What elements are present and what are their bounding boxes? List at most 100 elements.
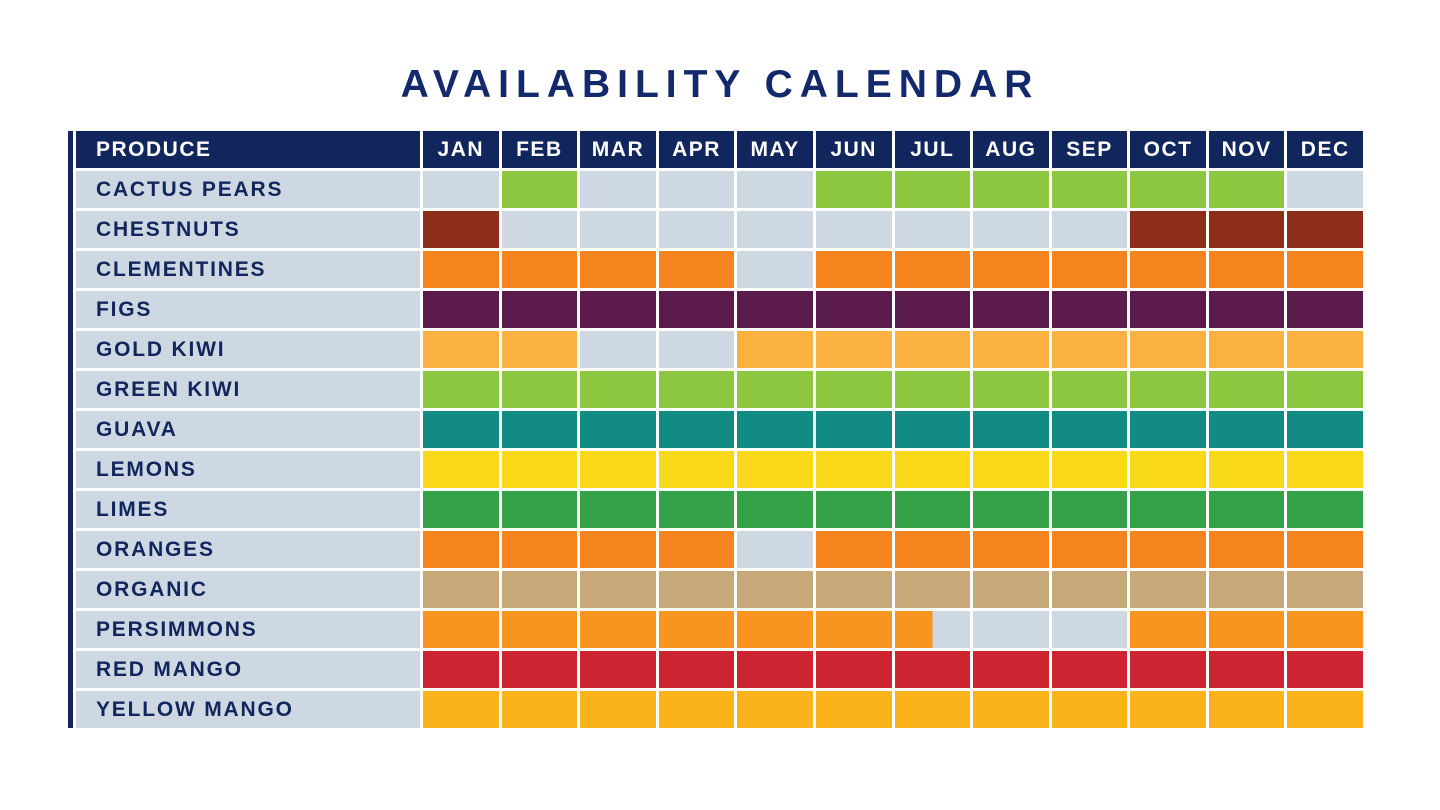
- cell-gold-kiwi-may: [737, 331, 813, 368]
- row-label-organic: ORGANIC: [76, 571, 420, 608]
- cell-lemons-may: [737, 451, 813, 488]
- cell-lemons-apr: [658, 451, 735, 488]
- cell-persimmons-aug: [973, 611, 1049, 648]
- cell-figs-apr: [658, 291, 735, 328]
- header-month-mar: MAR: [580, 131, 656, 168]
- header-month-may: MAY: [737, 131, 813, 168]
- cell-lemons-nov: [1208, 451, 1285, 488]
- cell-guava-jan: [423, 411, 499, 448]
- header-month-sep: SEP: [1051, 131, 1128, 168]
- cell-oranges-feb: [501, 531, 578, 568]
- cell-oranges-nov: [1208, 531, 1285, 568]
- cell-yellow-mango-apr: [658, 691, 735, 728]
- cell-lemons-feb: [501, 451, 578, 488]
- cell-cactus-pears-mar: [580, 171, 656, 208]
- cell-cactus-pears-feb: [501, 171, 578, 208]
- cell-oranges-dec: [1287, 531, 1363, 568]
- cell-clementines-mar: [580, 251, 656, 288]
- cell-gold-kiwi-jul: [894, 331, 971, 368]
- cell-yellow-mango-may: [737, 691, 813, 728]
- cell-organic-jan: [423, 571, 499, 608]
- row-label-persimmons: PERSIMMONS: [76, 611, 420, 648]
- cell-guava-dec: [1287, 411, 1363, 448]
- cell-gold-kiwi-feb: [501, 331, 578, 368]
- cell-organic-mar: [580, 571, 656, 608]
- cell-guava-feb: [501, 411, 578, 448]
- cell-organic-jun: [815, 571, 892, 608]
- cell-chestnuts-sep: [1051, 211, 1128, 248]
- cell-figs-may: [737, 291, 813, 328]
- cell-organic-may: [737, 571, 813, 608]
- header-produce-cell: PRODUCE: [76, 131, 420, 168]
- cell-chestnuts-feb: [501, 211, 578, 248]
- cell-guava-oct: [1130, 411, 1206, 448]
- cell-lemons-dec: [1287, 451, 1363, 488]
- cell-clementines-aug: [973, 251, 1049, 288]
- cell-clementines-feb: [501, 251, 578, 288]
- cell-persimmons-oct: [1130, 611, 1206, 648]
- cell-oranges-apr: [658, 531, 735, 568]
- cell-figs-dec: [1287, 291, 1363, 328]
- cell-persimmons-jul: [894, 611, 971, 648]
- cell-chestnuts-nov: [1208, 211, 1285, 248]
- row-label-yellow-mango: YELLOW MANGO: [76, 691, 420, 728]
- cell-persimmons-jun: [815, 611, 892, 648]
- cell-cactus-pears-dec: [1287, 171, 1363, 208]
- cell-yellow-mango-jun: [815, 691, 892, 728]
- cell-limes-dec: [1287, 491, 1363, 528]
- cell-guava-nov: [1208, 411, 1285, 448]
- cell-cactus-pears-sep: [1051, 171, 1128, 208]
- cell-chestnuts-may: [737, 211, 813, 248]
- row-label-limes: LIMES: [76, 491, 420, 528]
- cell-organic-feb: [501, 571, 578, 608]
- cell-yellow-mango-jul: [894, 691, 971, 728]
- cell-cactus-pears-jun: [815, 171, 892, 208]
- cell-green-kiwi-nov: [1208, 371, 1285, 408]
- header-month-oct: OCT: [1130, 131, 1206, 168]
- header-month-aug: AUG: [973, 131, 1049, 168]
- cell-chestnuts-oct: [1130, 211, 1206, 248]
- cell-guava-jul: [894, 411, 971, 448]
- cell-clementines-jan: [423, 251, 499, 288]
- cell-persimmons-apr: [658, 611, 735, 648]
- row-label-gold-kiwi: GOLD KIWI: [76, 331, 420, 368]
- cell-yellow-mango-oct: [1130, 691, 1206, 728]
- cell-chestnuts-dec: [1287, 211, 1363, 248]
- cell-persimmons-nov: [1208, 611, 1285, 648]
- cell-red-mango-jun: [815, 651, 892, 688]
- cell-green-kiwi-jun: [815, 371, 892, 408]
- cell-organic-apr: [658, 571, 735, 608]
- row-label-lemons: LEMONS: [76, 451, 420, 488]
- row-label-green-kiwi: GREEN KIWI: [76, 371, 420, 408]
- availability-table: PRODUCE JAN FEB MAR APR MAY JUN JUL AUG SEP OCT NOV…: [68, 131, 1363, 728]
- cell-guava-jun: [815, 411, 892, 448]
- cell-figs-feb: [501, 291, 578, 328]
- cell-figs-sep: [1051, 291, 1128, 328]
- row-label-chestnuts: CHESTNUTS: [76, 211, 420, 248]
- cell-yellow-mango-feb: [501, 691, 578, 728]
- cell-figs-nov: [1208, 291, 1285, 328]
- cell-guava-sep: [1051, 411, 1128, 448]
- cell-gold-kiwi-mar: [580, 331, 656, 368]
- row-label-oranges: ORANGES: [76, 531, 420, 568]
- cell-clementines-may: [737, 251, 813, 288]
- cell-oranges-mar: [580, 531, 656, 568]
- cell-yellow-mango-sep: [1051, 691, 1128, 728]
- cell-red-mango-feb: [501, 651, 578, 688]
- row-label-clementines: CLEMENTINES: [76, 251, 420, 288]
- cell-persimmons-mar: [580, 611, 656, 648]
- cell-cactus-pears-apr: [658, 171, 735, 208]
- cell-limes-sep: [1051, 491, 1128, 528]
- cell-figs-jul: [894, 291, 971, 328]
- availability-grid: PRODUCE JAN FEB MAR APR MAY JUN JUL AUG SEP OCT NOV…: [76, 131, 1363, 728]
- cell-clementines-sep: [1051, 251, 1128, 288]
- cell-red-mango-aug: [973, 651, 1049, 688]
- cell-red-mango-jan: [423, 651, 499, 688]
- row-label-guava: GUAVA: [76, 411, 420, 448]
- cell-limes-aug: [973, 491, 1049, 528]
- cell-organic-jul: [894, 571, 971, 608]
- cell-gold-kiwi-oct: [1130, 331, 1206, 368]
- cell-clementines-oct: [1130, 251, 1206, 288]
- cell-clementines-dec: [1287, 251, 1363, 288]
- cell-figs-jan: [423, 291, 499, 328]
